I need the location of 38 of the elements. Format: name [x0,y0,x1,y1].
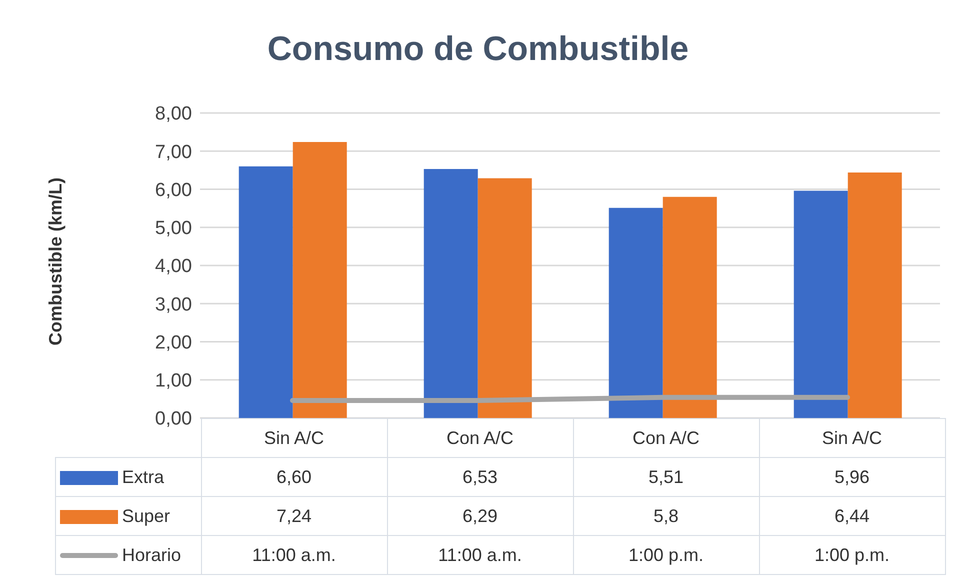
x-tick-label: Con A/C [387,418,573,458]
bar [478,178,532,418]
bar [848,172,902,418]
bar [662,196,717,418]
data-label: 5,51 [573,458,759,496]
x-tick-label: Sin A/C [759,418,945,458]
data-label: 6,29 [387,496,573,536]
y-tick-label: 3,00 [155,294,192,316]
y-tick-label: 8,00 [155,104,192,125]
text: 11:00 a.m. [201,536,387,574]
data-label: 6,44 [759,496,945,536]
data-label: 7,24 [201,496,387,536]
bar [424,169,478,418]
y-tick-label: 4,00 [155,256,192,278]
bar [608,208,663,418]
text: 1:00 p.m. [759,536,945,574]
bar [794,190,848,418]
legend-label: Super [56,496,201,536]
bar [292,142,347,418]
x-tick-label: Con A/C [573,418,759,458]
text: 1:00 p.m. [573,536,759,574]
y-axis-title: Combustible (km/L) [45,177,66,346]
y-tick-label: 2,00 [155,332,192,354]
chart-title: Consumo de Combustible [266,30,690,69]
data-label: 5,96 [759,458,945,496]
data-label: 6,53 [387,458,573,496]
bar [238,166,293,418]
legend-label: Extra [56,458,201,496]
y-tick-label: 5,00 [155,218,192,240]
y-tick-label: 6,00 [155,180,192,201]
data-label: 6,60 [201,458,387,496]
data-label: 5,8 [573,496,759,536]
y-tick-label: 0,00 [155,408,192,430]
text: 11:00 a.m. [387,536,573,574]
y-tick-label: 7,00 [155,142,192,163]
x-tick-label: Sin A/C [201,418,387,458]
y-tick-label: 1,00 [155,370,192,392]
legend-label: Horario [56,536,201,574]
